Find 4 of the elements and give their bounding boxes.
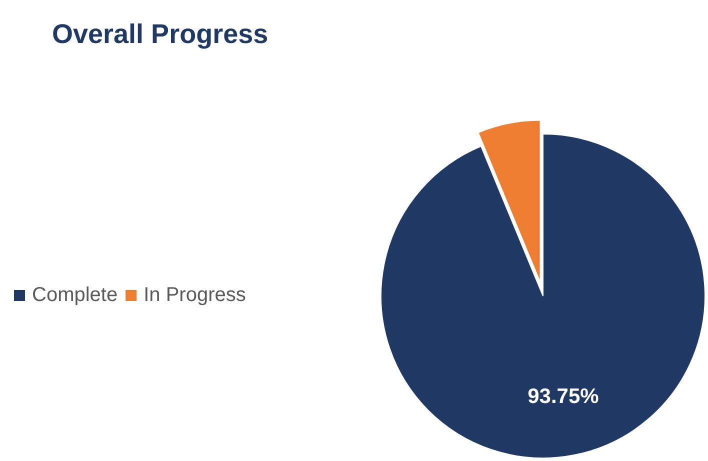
legend-label: In Progress	[144, 284, 246, 306]
chart-title: Overall Progress	[52, 19, 268, 49]
data-label: 93.75%	[528, 385, 600, 408]
legend-label: Complete	[32, 284, 118, 306]
